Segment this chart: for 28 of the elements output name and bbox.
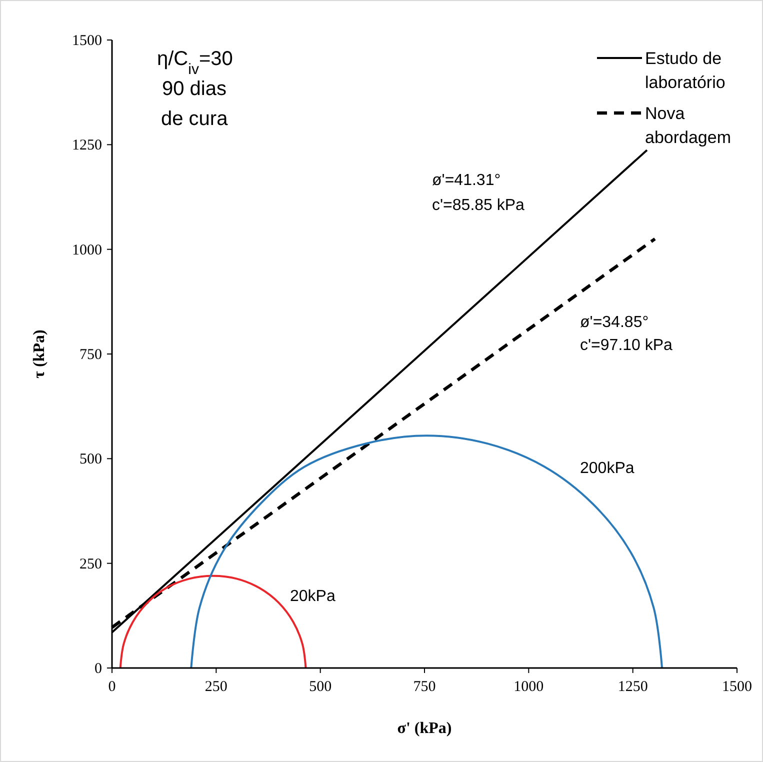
annotation: 200kPa [580, 460, 634, 477]
line-series [190, 434, 663, 669]
annotation: ø'=41.31° [432, 172, 501, 189]
y-tick-label: 0 [94, 661, 102, 677]
legend-label: Estudo de laboratório [645, 49, 726, 92]
x-tick-label: 0 [108, 679, 116, 695]
y-tick-label: 750 [80, 347, 102, 363]
y-tick-label: 1500 [72, 33, 102, 49]
annotation: η/C$_{iv}$=30 [157, 48, 233, 78]
y-tick-label: 1250 [72, 138, 102, 154]
annotation: c'=97.10 kPa [580, 337, 673, 354]
y-tick-label: 1000 [72, 242, 102, 258]
x-tick-label: 750 [413, 679, 436, 695]
y-axis-title: τ (kPa) [31, 330, 48, 378]
y-tick-label: 500 [80, 452, 102, 468]
annotation: ø'=34.85° [580, 314, 649, 331]
legend-label: Nova abordagem [645, 104, 732, 147]
y-tick-label: 250 [80, 556, 102, 572]
annotation: 90 dias [162, 78, 226, 100]
x-axis-title: σ' (kPa) [397, 720, 452, 737]
x-tick-label: 1250 [618, 679, 648, 695]
x-tick-label: 1500 [722, 679, 752, 695]
annotation: de cura [161, 108, 229, 130]
x-tick-label: 250 [204, 679, 228, 695]
x-tick-label: 500 [309, 679, 332, 695]
annotation: 20kPa [290, 588, 336, 605]
x-tick-label: 1000 [514, 679, 544, 695]
annotation: c'=85.85 kPa [432, 197, 525, 214]
